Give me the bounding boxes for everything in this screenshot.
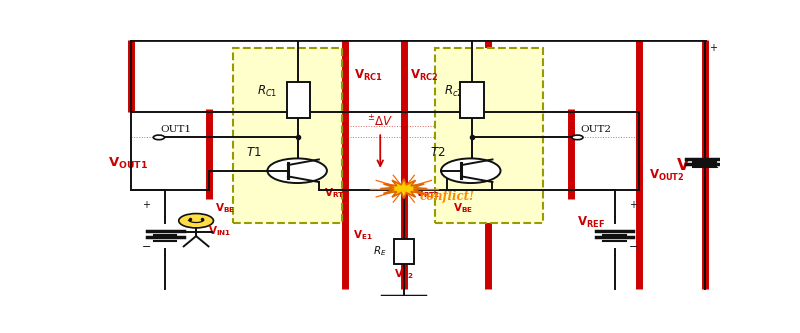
Text: $R_E$: $R_E$: [373, 245, 386, 258]
Polygon shape: [380, 179, 427, 198]
Bar: [460, 82, 484, 118]
Text: $+$: $+$: [710, 42, 718, 53]
Text: $\mathbf{V_{E1}}$: $\mathbf{V_{E1}}$: [353, 228, 373, 242]
Text: OUT2: OUT2: [581, 125, 611, 134]
FancyBboxPatch shape: [234, 48, 342, 223]
Circle shape: [441, 159, 501, 183]
Text: $\mathbf{V_{BE}}$: $\mathbf{V_{BE}}$: [214, 201, 234, 215]
Circle shape: [267, 159, 327, 183]
Text: $\mathbf{V_{RT2}}$: $\mathbf{V_{RT2}}$: [415, 186, 440, 200]
Text: $+$: $+$: [142, 198, 151, 209]
Text: $\mathbf{V_{REF}}$: $\mathbf{V_{REF}}$: [578, 214, 606, 229]
Text: $\mathbf{V_{RC1}}$: $\mathbf{V_{RC1}}$: [354, 68, 383, 83]
Circle shape: [178, 213, 214, 228]
Text: $^{\pm}\Delta V$: $^{\pm}\Delta V$: [367, 115, 394, 130]
Bar: [394, 239, 414, 264]
Text: $T1$: $T1$: [246, 146, 262, 159]
Text: $\mathbf{V_{OUT2}}$: $\mathbf{V_{OUT2}}$: [649, 168, 684, 183]
Circle shape: [154, 135, 165, 140]
Text: $\mathbf{V_{IN1}}$: $\mathbf{V_{IN1}}$: [209, 224, 232, 238]
Text: $\mathbf{V_{RC2}}$: $\mathbf{V_{RC2}}$: [410, 68, 438, 83]
FancyBboxPatch shape: [435, 48, 543, 223]
Text: $R_{C1}$: $R_{C1}$: [258, 84, 278, 99]
Text: $\mathbf{V}$: $\mathbf{V}$: [676, 157, 690, 174]
Text: $T2$: $T2$: [430, 146, 446, 159]
Text: $\mathbf{V_{OUT1}}$: $\mathbf{V_{OUT1}}$: [108, 156, 148, 170]
Text: $\mathbf{V_{BE}}$: $\mathbf{V_{BE}}$: [454, 201, 474, 215]
Text: conflict!: conflict!: [419, 190, 474, 203]
Text: $\mathbf{V_{E2}}$: $\mathbf{V_{E2}}$: [394, 267, 414, 281]
Text: $-$: $-$: [142, 240, 151, 250]
Text: $-$: $-$: [709, 161, 719, 170]
Text: $-$: $-$: [628, 240, 638, 250]
Text: $\mathbf{V_{RT1}}$: $\mathbf{V_{RT1}}$: [324, 186, 350, 200]
Text: $+$: $+$: [629, 198, 638, 209]
Text: $R_{c2}$: $R_{c2}$: [444, 84, 463, 99]
Circle shape: [572, 135, 583, 140]
Bar: [286, 82, 310, 118]
Text: OUT1: OUT1: [161, 125, 192, 134]
